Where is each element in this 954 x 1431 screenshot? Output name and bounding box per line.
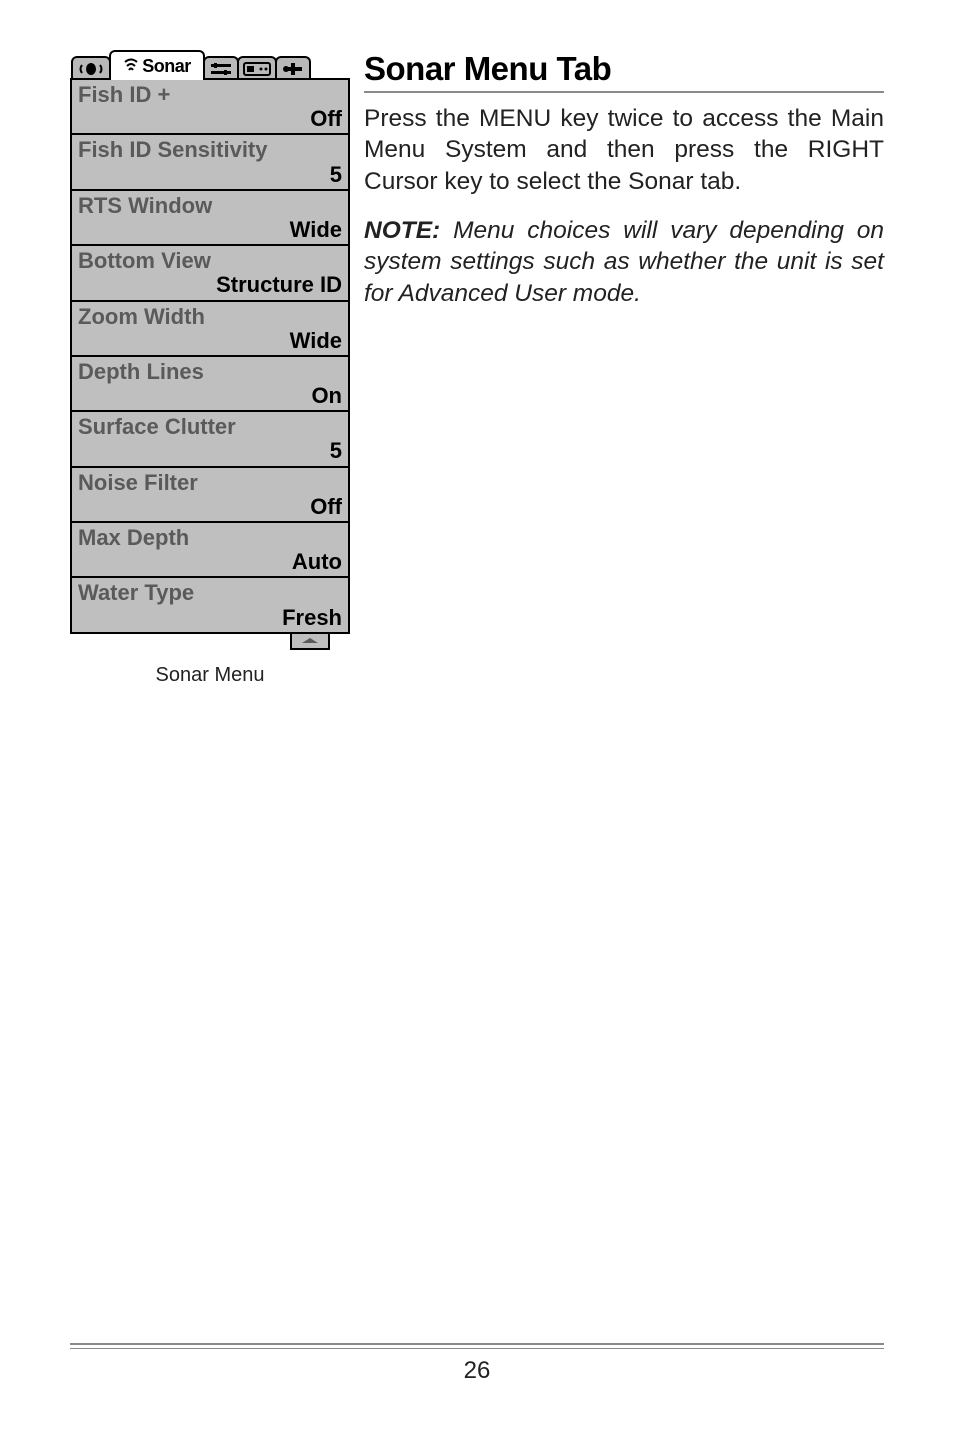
menu-row-label: Zoom Width: [78, 305, 342, 329]
menu-row: Max Depth Auto: [72, 523, 348, 578]
menu-row-label: Depth Lines: [78, 360, 342, 384]
menu-row: Noise Filter Off: [72, 468, 348, 523]
menu-row-label: Fish ID +: [78, 83, 342, 107]
menu-row: Zoom Width Wide: [72, 302, 348, 357]
tab-1: [71, 56, 111, 80]
display-icon: [243, 62, 271, 76]
menu-row: Depth Lines On: [72, 357, 348, 412]
menu-row-value: Structure ID: [78, 273, 342, 297]
figure-caption: Sonar Menu: [70, 664, 350, 687]
menu-row-label: Noise Filter: [78, 471, 342, 495]
sliders-icon: [210, 63, 232, 75]
menu-row-value: On: [78, 384, 342, 408]
menu-row: RTS Window Wide: [72, 191, 348, 246]
menu-row-label: Max Depth: [78, 526, 342, 550]
menu-row: Surface Clutter 5: [72, 412, 348, 467]
chevron-down-icon: [300, 637, 320, 645]
section-title: Sonar Menu Tab: [364, 52, 884, 85]
menu-row-value: Wide: [78, 329, 342, 353]
tab-4: [237, 56, 277, 80]
menu-body: Fish ID + Off Fish ID Sensitivity 5 RTS …: [70, 78, 350, 634]
tab-5: [275, 56, 311, 80]
menu-row: Bottom View Structure ID: [72, 246, 348, 301]
menu-row-value: Fresh: [78, 606, 342, 630]
tab-3: [203, 56, 239, 80]
tab-strip: Sonar: [70, 50, 350, 80]
menu-row-value: 5: [78, 439, 342, 463]
menu-row-label: Surface Clutter: [78, 415, 342, 439]
menu-row-label: Fish ID Sensitivity: [78, 138, 342, 162]
tab-sonar: Sonar: [109, 50, 205, 80]
menu-row: Fish ID + Off: [72, 80, 348, 135]
menu-row-value: Off: [78, 107, 342, 131]
menu-row-label: Bottom View: [78, 249, 342, 273]
scroll-indicator: [290, 634, 330, 650]
menu-row-label: Water Type: [78, 581, 342, 605]
menu-row: Water Type Fresh: [72, 578, 348, 631]
page-footer: 26: [70, 1343, 884, 1385]
page: Sonar: [0, 0, 954, 1431]
note-body: Menu choices will vary depending on syst…: [364, 217, 884, 307]
menu-row: Fish ID Sensitivity 5: [72, 135, 348, 190]
footer-rule-thin: [70, 1348, 884, 1349]
sonar-icon: [123, 58, 139, 74]
menu-row-label: RTS Window: [78, 194, 342, 218]
wrench-icon: [282, 62, 304, 76]
tab-sonar-label: Sonar: [142, 56, 191, 77]
device-screenshot: Sonar: [70, 50, 350, 687]
paragraph: Press the MENU key twice to access the M…: [364, 103, 884, 197]
menu-row-value: 5: [78, 163, 342, 187]
content-row: Sonar: [70, 50, 884, 687]
menu-row-value: Auto: [78, 550, 342, 574]
manual-text: Sonar Menu Tab Press the MENU key twice …: [364, 50, 884, 327]
menu-row-value: Wide: [78, 218, 342, 242]
footer-rule-thick: [70, 1343, 884, 1345]
title-rule: [364, 91, 884, 93]
page-number: 26: [70, 1357, 884, 1385]
menu-row-value: Off: [78, 495, 342, 519]
note-paragraph: NOTE: Menu choices will vary depending o…: [364, 215, 884, 309]
speaker-icon: [78, 62, 104, 76]
note-label: NOTE:: [364, 217, 440, 244]
